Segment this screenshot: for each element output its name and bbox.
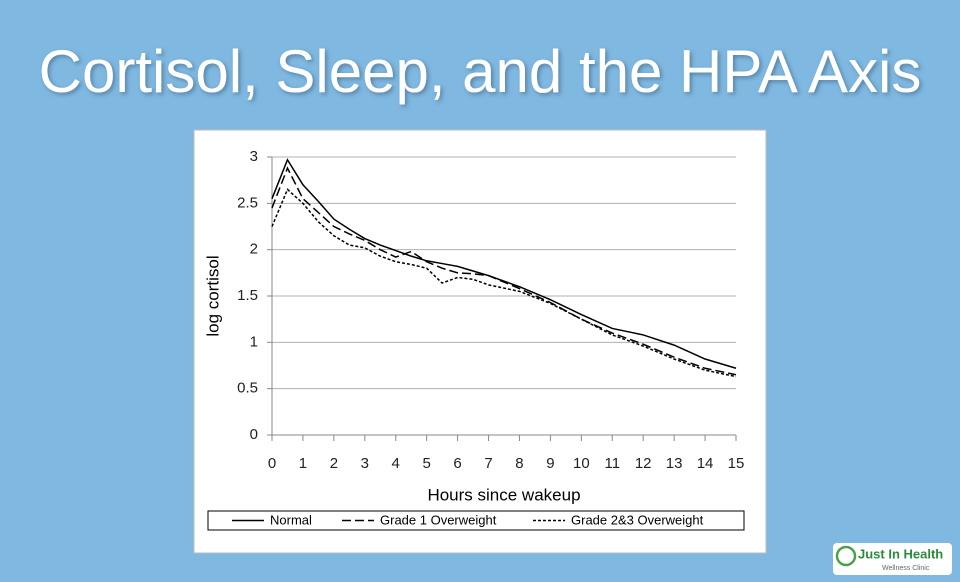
x-tick-label: 3 [361, 455, 369, 472]
y-tick-label: 3 [250, 148, 258, 165]
y-tick-label: 2 [250, 241, 258, 258]
x-tick-label: 2 [330, 455, 338, 472]
x-tick-label: 7 [484, 455, 492, 472]
x-axis-label: Hours since wakeup [427, 485, 580, 504]
y-axis-label: log cortisol [203, 255, 222, 336]
x-tick-label: 9 [546, 455, 554, 472]
logo-box [833, 543, 952, 575]
chart-frame [193, 129, 767, 554]
x-tick-label: 13 [666, 455, 683, 472]
logo-tagline: Wellness Clinic [882, 565, 930, 572]
x-tick-label: 11 [604, 455, 620, 472]
x-tick-label: 4 [392, 455, 400, 472]
x-tick-label: 15 [728, 455, 745, 472]
slide-title: Cortisol, Sleep, and the HPA Axis [39, 38, 922, 105]
x-tick-label: 12 [635, 455, 652, 472]
x-tick-label: 1 [299, 455, 307, 472]
x-tick-label: 6 [453, 455, 461, 472]
y-tick-label: 1.5 [237, 287, 258, 304]
x-tick-label: 5 [422, 455, 430, 472]
series-line [271, 188, 737, 378]
series-line [271, 158, 737, 369]
x-tick-label: 14 [697, 455, 714, 472]
legend-box [207, 510, 745, 531]
y-tick-label: 2.5 [237, 194, 258, 211]
logo-name: Just In Health [858, 546, 943, 561]
y-tick-label: 1 [250, 333, 258, 350]
x-tick-label: 0 [268, 455, 276, 472]
x-tick-label: 10 [573, 455, 590, 472]
series-line [271, 166, 737, 376]
legend-label: Grade 1 Overweight [380, 512, 497, 527]
y-tick-label: 0.5 [237, 380, 258, 397]
legend-label: Normal [270, 512, 312, 527]
legend-label: Grade 2&3 Overweight [571, 512, 704, 527]
x-tick-label: 8 [515, 455, 523, 472]
logo-icon [835, 545, 857, 567]
y-tick-label: 0 [250, 426, 258, 443]
